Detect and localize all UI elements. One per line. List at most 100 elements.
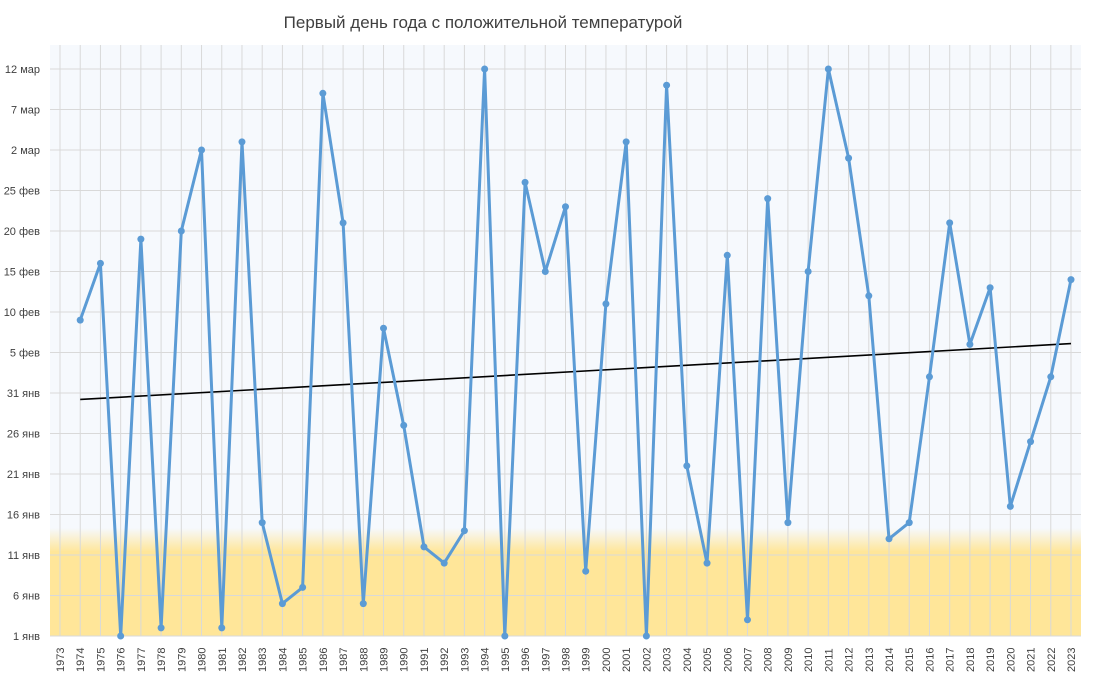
x-tick-label: 1989 bbox=[379, 648, 391, 672]
x-tick-label: 1983 bbox=[257, 648, 269, 672]
data-point bbox=[278, 600, 286, 608]
y-tick-label: 1 янв bbox=[13, 631, 40, 643]
data-point bbox=[96, 259, 104, 267]
x-tick-label: 1973 bbox=[55, 648, 67, 672]
data-point bbox=[238, 138, 246, 146]
data-point bbox=[582, 567, 590, 575]
chart-title: Первый день года с положительной темпера… bbox=[284, 13, 683, 32]
data-point bbox=[764, 195, 772, 203]
x-tick-label: 1988 bbox=[358, 648, 370, 672]
data-point bbox=[1006, 502, 1014, 510]
y-tick-label: 21 янв bbox=[7, 469, 40, 481]
y-tick-label: 10 фев bbox=[4, 307, 40, 319]
x-tick-label: 1985 bbox=[298, 648, 310, 672]
data-point bbox=[885, 535, 893, 543]
x-tick-label: 2011 bbox=[823, 648, 835, 672]
data-point bbox=[925, 373, 933, 381]
data-point bbox=[400, 421, 408, 429]
data-point bbox=[784, 519, 792, 527]
x-tick-label: 2008 bbox=[763, 648, 775, 672]
x-tick-label: 1999 bbox=[581, 648, 593, 672]
x-tick-label: 1997 bbox=[540, 648, 552, 672]
y-tick-label: 6 янв bbox=[13, 591, 40, 603]
data-point bbox=[218, 624, 226, 632]
x-tick-label: 1993 bbox=[459, 648, 471, 672]
y-tick-label: 5 фев bbox=[10, 348, 40, 360]
x-tick-label: 2009 bbox=[783, 648, 795, 672]
y-axis: 1 янв 6 янв 11 янв 16 янв 21 янв 26 янв 31 янв… bbox=[4, 64, 40, 643]
x-tick-label: 1975 bbox=[95, 648, 107, 672]
gridlines bbox=[50, 45, 1081, 637]
x-tick-label: 1976 bbox=[116, 648, 128, 672]
y-tick-label: 7 мар bbox=[11, 105, 40, 117]
data-point bbox=[460, 527, 468, 535]
data-point bbox=[1067, 276, 1075, 284]
y-tick-label: 25 фев bbox=[4, 186, 40, 198]
data-point bbox=[541, 268, 549, 275]
data-point bbox=[359, 600, 367, 608]
x-tick-label: 2013 bbox=[864, 648, 876, 672]
data-point bbox=[501, 632, 509, 640]
data-point bbox=[177, 227, 185, 235]
data-point bbox=[117, 632, 125, 640]
data-point bbox=[137, 235, 145, 243]
data-point bbox=[905, 519, 913, 527]
x-tick-label: 2015 bbox=[904, 648, 916, 672]
data-point bbox=[743, 616, 751, 624]
x-tick-label: 2021 bbox=[1026, 648, 1038, 672]
x-tick-label: 2014 bbox=[884, 648, 896, 672]
x-tick-label: 2023 bbox=[1066, 648, 1078, 672]
x-tick-label: 2004 bbox=[682, 648, 694, 672]
data-point bbox=[380, 324, 388, 332]
data-point bbox=[299, 583, 307, 591]
y-tick-label: 11 янв bbox=[8, 550, 41, 562]
data-point bbox=[804, 268, 812, 275]
data-point bbox=[703, 559, 711, 567]
x-tick-label: 2006 bbox=[722, 648, 734, 672]
data-point bbox=[1047, 373, 1055, 381]
data-point bbox=[157, 624, 165, 632]
y-tick-label: 20 фев bbox=[4, 226, 40, 238]
y-tick-label: 16 янв bbox=[7, 510, 40, 522]
data-point bbox=[966, 340, 974, 348]
x-tick-label: 1981 bbox=[217, 648, 229, 672]
x-tick-label: 2022 bbox=[1046, 648, 1058, 672]
data-point bbox=[198, 146, 206, 154]
x-tick-label: 2007 bbox=[742, 648, 754, 672]
x-tick-label: 2001 bbox=[621, 648, 633, 672]
x-tick-label: 2019 bbox=[985, 648, 997, 672]
series-polyline bbox=[78, 67, 1073, 638]
data-point bbox=[986, 284, 994, 292]
x-tick-label: 1982 bbox=[237, 648, 249, 672]
x-tick-label: 1977 bbox=[136, 648, 148, 672]
data-point bbox=[622, 138, 630, 146]
data-point bbox=[420, 543, 428, 551]
data-points bbox=[76, 65, 1075, 640]
x-axis: 1973 1974 1975 1976 1977 1978 1979 1980 1981 1982… bbox=[55, 648, 1078, 672]
x-tick-label: 2018 bbox=[965, 648, 977, 672]
x-tick-label: 2016 bbox=[924, 648, 936, 672]
x-tick-label: 2000 bbox=[601, 648, 613, 672]
data-point bbox=[440, 559, 448, 567]
data-point bbox=[76, 316, 84, 324]
x-tick-label: 1987 bbox=[338, 648, 350, 672]
data-point bbox=[683, 462, 691, 470]
data-point bbox=[521, 178, 529, 186]
x-tick-label: 1996 bbox=[520, 648, 532, 672]
data-point bbox=[562, 203, 569, 211]
y-tick-label: 2 мар bbox=[11, 145, 40, 157]
data-point bbox=[865, 292, 873, 300]
x-tick-label: 2012 bbox=[844, 648, 856, 672]
y-tick-label: 12 мар bbox=[5, 64, 40, 76]
x-tick-label: 1994 bbox=[480, 648, 492, 672]
data-point bbox=[663, 81, 671, 89]
x-tick-label: 1991 bbox=[419, 648, 431, 672]
x-tick-label: 2020 bbox=[1005, 648, 1017, 672]
y-tick-label: 26 янв bbox=[7, 429, 40, 441]
x-tick-label: 1986 bbox=[318, 648, 330, 672]
data-point bbox=[481, 65, 489, 73]
x-tick-label: 1992 bbox=[439, 648, 451, 672]
x-tick-label: 1978 bbox=[156, 648, 168, 672]
x-tick-label: 2003 bbox=[662, 648, 674, 672]
